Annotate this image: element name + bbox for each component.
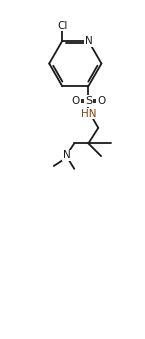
Text: O: O xyxy=(97,96,105,106)
Text: N: N xyxy=(85,36,92,46)
Text: HN: HN xyxy=(81,109,96,119)
Text: N: N xyxy=(63,151,70,160)
Text: Cl: Cl xyxy=(57,21,67,31)
Text: S: S xyxy=(85,96,92,106)
Text: O: O xyxy=(71,96,80,106)
